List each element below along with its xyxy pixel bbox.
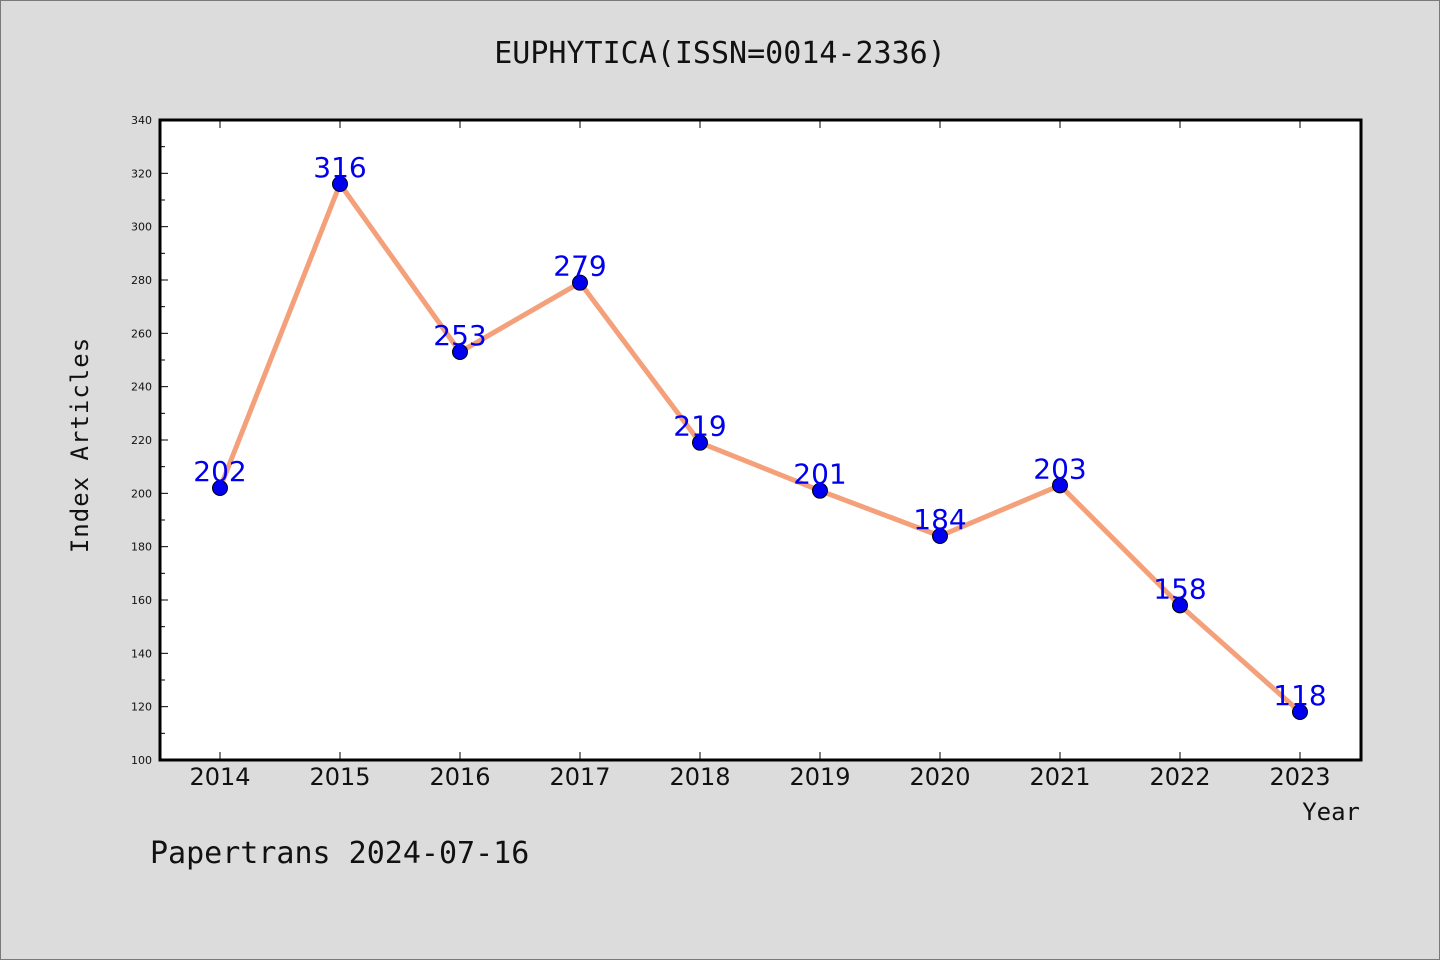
y-tick-label: 200 — [131, 487, 152, 500]
plot-area — [160, 120, 1361, 760]
data-label: 201 — [793, 458, 846, 491]
y-tick-label: 300 — [131, 221, 152, 234]
y-tick-label: 120 — [131, 701, 152, 714]
data-label: 203 — [1033, 452, 1086, 485]
data-label: 202 — [193, 455, 246, 488]
data-point — [1292, 704, 1308, 720]
x-tick-label: 2019 — [789, 763, 850, 791]
data-label: 158 — [1153, 572, 1206, 605]
data-point — [332, 176, 348, 192]
series-line — [217, 181, 1303, 715]
y-tick-label: 140 — [131, 647, 152, 660]
data-label: 118 — [1273, 679, 1326, 712]
x-axis-label: Year — [1302, 798, 1360, 826]
x-tick-label: 2014 — [189, 763, 250, 791]
y-tick-label: 280 — [131, 274, 152, 287]
data-label: 279 — [553, 250, 606, 283]
data-label: 184 — [913, 503, 966, 536]
data-point — [932, 528, 948, 544]
data-point — [1172, 597, 1188, 614]
y-tick-label: 260 — [131, 327, 152, 340]
x-tick-label: 2016 — [429, 763, 490, 791]
y-tick-label: 160 — [131, 594, 152, 607]
x-tick-label: 2017 — [549, 763, 610, 791]
x-tick-label: 2015 — [309, 763, 370, 791]
data-label: 219 — [673, 410, 726, 443]
y-tick-label: 180 — [131, 541, 152, 554]
y-tick-label: 340 — [131, 114, 152, 127]
x-tick-label: 2022 — [1149, 763, 1210, 791]
x-tick-label: 2020 — [909, 763, 970, 791]
data-label: 316 — [313, 151, 366, 184]
x-tick-label: 2023 — [1269, 763, 1330, 791]
data-point — [692, 434, 708, 451]
data-point — [1052, 477, 1068, 494]
footer-watermark: Papertrans 2024-07-16 — [150, 836, 530, 871]
y-tick-label: 220 — [131, 434, 152, 447]
data-point — [452, 344, 468, 360]
data-point — [572, 274, 588, 291]
plot-border — [158, 118, 1363, 762]
data-label: 253 — [433, 319, 486, 352]
y-tick-label: 240 — [131, 381, 152, 394]
x-tick-label: 2021 — [1029, 763, 1090, 791]
y-tick-label: 100 — [131, 754, 152, 767]
data-point — [212, 480, 228, 496]
chart-title: EUPHYTICA(ISSN=0014-2336) — [494, 36, 946, 71]
y-axis-label: Index Articles — [66, 336, 94, 554]
y-tick-label: 320 — [131, 167, 152, 180]
x-tick-label: 2018 — [669, 763, 730, 791]
data-point — [812, 482, 828, 499]
